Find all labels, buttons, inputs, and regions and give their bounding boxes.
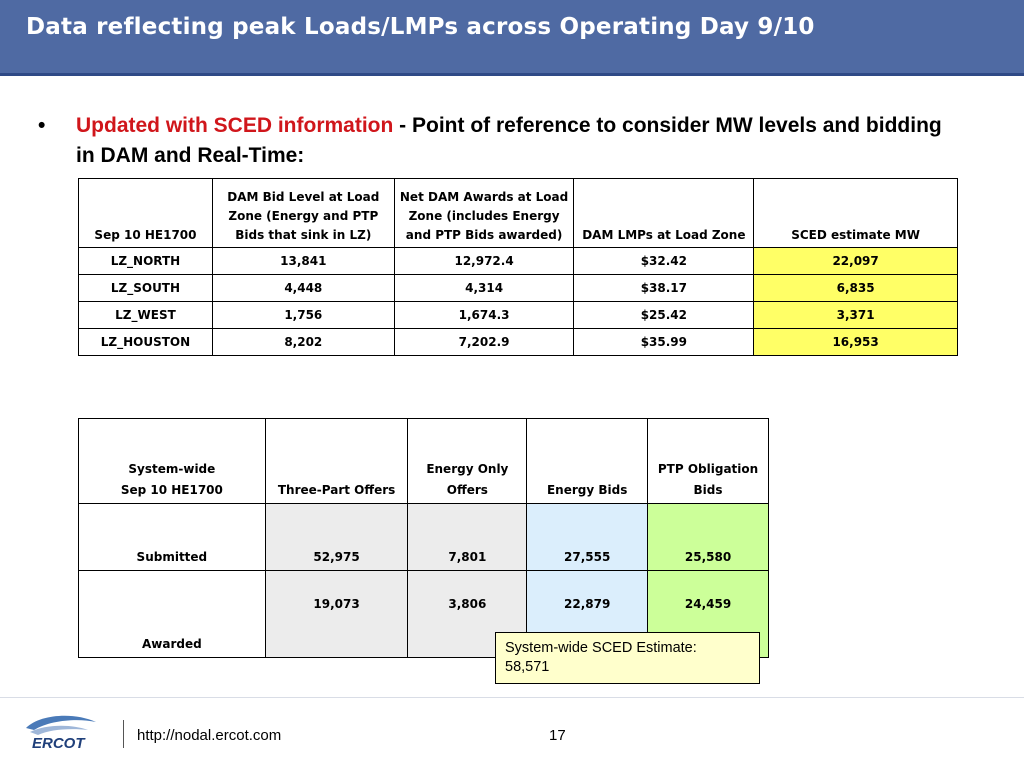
sced-estimate-cell: 6,835 [753,274,958,302]
column-header: DAM Bid Level at Load Zone (Energy and P… [211,178,395,248]
system-wide-table: System-wide Sep 10 HE1700 Three-Part Off… [78,418,769,658]
table-cell: 19,073 [264,570,409,658]
column-header: DAM LMPs at Load Zone [573,178,755,248]
column-header: Energy Bids [526,418,649,504]
column-header: PTP Obligation Bids [647,418,769,504]
footer-url: http://nodal.ercot.com [137,727,282,744]
table-header-row: Sep 10 HE1700 DAM Bid Level at Load Zone… [78,178,958,248]
table-cell: $32.42 [573,247,755,275]
logo-swoosh [26,715,96,730]
slide-title: Data reflecting peak Loads/LMPs across O… [26,14,815,40]
bullet-highlight-text: Updated with SCED information [76,114,394,137]
column-header: SCED estimate MW [753,178,958,248]
row-label-cell: Submitted [78,503,266,571]
date-hour-label: Sep 10 HE1700 [120,483,223,497]
table-cell: 4,314 [393,274,575,302]
column-header: Energy Only Offers [407,418,528,504]
table-row: LZ_NORTH 13,841 12,972.4 $32.42 22,097 [78,247,958,275]
title-bar: Data reflecting peak Loads/LMPs across O… [0,0,1024,76]
table-row: LZ_HOUSTON 8,202 7,202.9 $35.99 16,953 [78,328,958,356]
table-cell: 1,756 [211,301,395,329]
row-label-cell: Awarded [78,570,266,658]
estimate-value: 58,571 [505,659,550,675]
table-cell: 1,674.3 [393,301,575,329]
zone-name-cell: LZ_SOUTH [78,274,213,302]
table-row: LZ_SOUTH 4,448 4,314 $38.17 6,835 [78,274,958,302]
ercot-logo: ERCOT [26,715,96,752]
sced-estimate-cell: 16,953 [753,328,958,356]
column-header: Net DAM Awards at Load Zone (includes En… [393,178,575,248]
sced-estimate-cell: 22,097 [753,247,958,275]
column-header: Sep 10 HE1700 [78,178,213,248]
bullet-text: Updated with SCED information - Point of… [76,111,956,171]
table-cell: 4,448 [211,274,395,302]
system-wide-label: System-wide [128,462,216,476]
load-zone-table: Sep 10 HE1700 DAM Bid Level at Load Zone… [78,178,958,356]
footer-divider [0,697,1024,698]
table-cell: 7,202.9 [393,328,575,356]
table-cell: $25.42 [573,301,755,329]
page-number: 17 [549,727,566,744]
bullet-body-text: - Point of reference to consider MW leve… [76,114,942,167]
sced-estimate-box: System-wide SCED Estimate: 58,571 [495,632,760,684]
zone-name-cell: LZ_WEST [78,301,213,329]
table-cell: 7,801 [407,503,528,571]
zone-name-cell: LZ_HOUSTON [78,328,213,356]
column-header: Three-Part Offers [264,418,409,504]
table-row: LZ_WEST 1,756 1,674.3 $25.42 3,371 [78,301,958,329]
logo-swoosh [30,725,88,735]
table-cell: $35.99 [573,328,755,356]
zone-name-cell: LZ_NORTH [78,247,213,275]
table-cell: 13,841 [211,247,395,275]
column-header: System-wide Sep 10 HE1700 [78,418,266,504]
table-cell: 25,580 [647,503,769,571]
table-cell: 52,975 [264,503,409,571]
table-row: Submitted 52,975 7,801 27,555 25,580 [78,503,769,571]
table-cell: 27,555 [526,503,649,571]
sced-estimate-cell: 3,371 [753,301,958,329]
table-header-row: System-wide Sep 10 HE1700 Three-Part Off… [78,418,769,504]
table-cell: $38.17 [573,274,755,302]
bullet-dot: • [38,114,46,137]
table-row: Awarded 19,073 3,806 22,879 24,459 [78,570,769,658]
logo-text: ERCOT [32,735,86,752]
footer-separator [123,720,124,748]
table-cell: 8,202 [211,328,395,356]
estimate-label: System-wide SCED Estimate: [505,640,697,656]
table-cell: 12,972.4 [393,247,575,275]
